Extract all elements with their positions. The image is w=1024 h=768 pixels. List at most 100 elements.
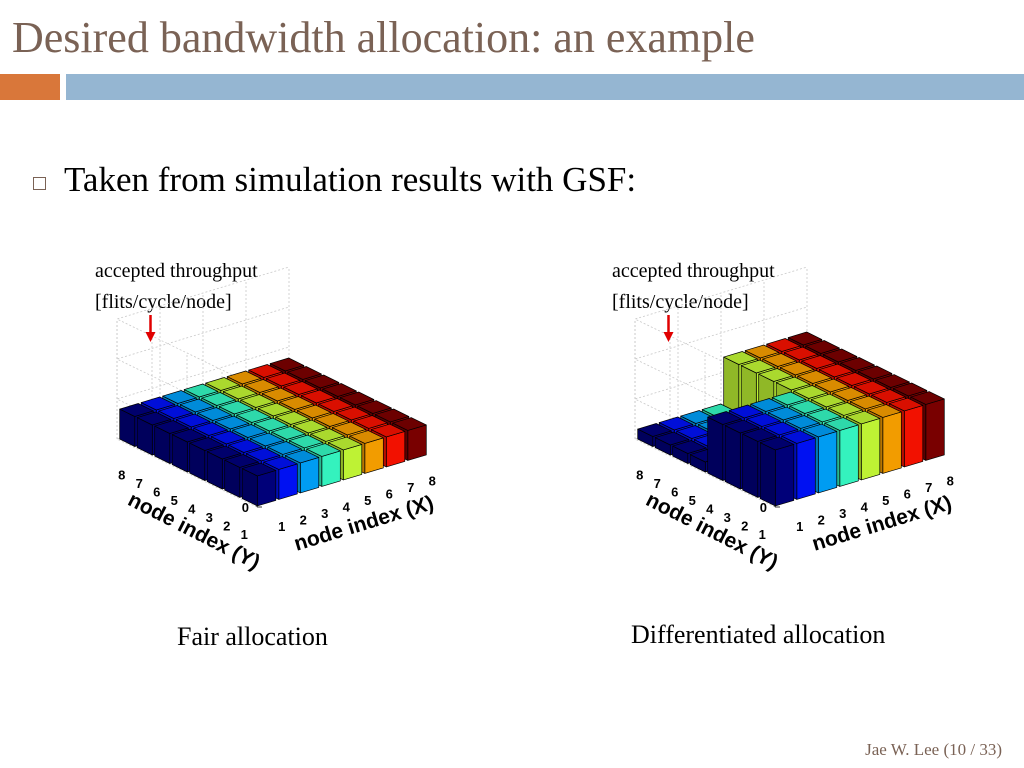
bar-face-top xyxy=(158,405,193,419)
bar-face-top xyxy=(136,411,172,426)
chart-1-caption: Fair allocation xyxy=(177,622,328,651)
bar-face-top xyxy=(783,346,819,361)
bar-face-top xyxy=(637,423,672,437)
bar-face-top xyxy=(288,434,324,449)
y-tick-label: 1 xyxy=(241,527,248,542)
bar-face-top xyxy=(805,340,840,354)
bar-face-top xyxy=(392,417,427,431)
bar-face-side xyxy=(759,442,776,507)
bar-face-top xyxy=(249,432,285,447)
bar-face-top xyxy=(310,428,345,442)
chart-2-zlabel-line2: [flits/cycle/node] xyxy=(612,291,749,313)
bar xyxy=(241,462,277,507)
chart-2-zlabel: accepted throughput [flits/cycle/node] xyxy=(612,256,775,318)
bar-face-top xyxy=(222,385,258,400)
bar-face-top xyxy=(261,387,297,402)
bar-face-top xyxy=(228,439,263,453)
bar-face-top xyxy=(327,436,363,451)
bars xyxy=(637,331,945,507)
bar-face-top xyxy=(287,366,322,380)
bar-face-top xyxy=(306,443,341,457)
bar-face-top xyxy=(269,357,305,372)
z-tick-label: 0 xyxy=(242,500,249,515)
x-tick-label: 8 xyxy=(429,473,436,488)
bar-face-top xyxy=(240,394,275,408)
bullet-text: Taken from simulation results with GSF: xyxy=(64,160,637,199)
x-tick-label: 2 xyxy=(300,512,307,527)
bar-face-top xyxy=(339,391,375,406)
x-tick-label: 5 xyxy=(364,493,371,508)
bar-face-top xyxy=(849,395,885,410)
bar-face-top xyxy=(154,420,189,434)
bar-face-side xyxy=(707,416,724,481)
bar-face-top xyxy=(771,391,807,406)
bar-face-top xyxy=(892,382,928,397)
bar-face-top xyxy=(275,411,310,425)
bar-face-top xyxy=(810,393,846,408)
x-tick-label: 1 xyxy=(796,519,803,534)
bar-face-top xyxy=(197,407,232,421)
bar-face-top xyxy=(728,404,764,419)
bar-face-side xyxy=(742,433,759,498)
bar-face-top xyxy=(871,389,906,403)
bar-face-top xyxy=(723,351,758,365)
red-arrow-icon xyxy=(145,315,156,342)
x-tick-label: 6 xyxy=(904,486,911,501)
bar-face-top xyxy=(335,406,371,421)
bar-face-top xyxy=(818,363,854,378)
y-tick-label: 6 xyxy=(671,484,678,499)
y-tick-label: 2 xyxy=(223,518,230,533)
y-tick-label: 2 xyxy=(741,518,748,533)
bar-face-top xyxy=(263,456,298,470)
red-arrow-icon xyxy=(663,315,674,342)
bar-face-top xyxy=(740,359,776,374)
bar-face-top xyxy=(707,411,742,425)
bars xyxy=(119,357,427,507)
bar-face-top xyxy=(236,409,271,423)
bar-face-top xyxy=(193,422,228,436)
chart-2-zlabel-line1: accepted throughput xyxy=(612,260,775,282)
bar-face-top xyxy=(910,391,945,405)
bar-face-top xyxy=(357,400,392,414)
bar-face-top xyxy=(802,423,838,438)
bar-face-top xyxy=(806,408,842,423)
chart-1-zlabel-line2: [flits/cycle/node] xyxy=(95,291,232,313)
bar-face-top xyxy=(314,413,349,427)
bar-face-top xyxy=(654,431,690,446)
y-tick-label: 7 xyxy=(136,476,143,491)
bar-face-top xyxy=(265,372,301,387)
bar-face-top xyxy=(801,355,836,369)
bar-face-top xyxy=(279,396,314,410)
bar-face-top xyxy=(119,403,154,417)
y-tick-label: 1 xyxy=(759,527,766,542)
x-tick-label: 4 xyxy=(343,499,351,514)
bar xyxy=(759,436,795,507)
bar-face-top xyxy=(245,447,281,462)
y-tick-label: 8 xyxy=(118,467,125,482)
bar-face-top xyxy=(787,331,823,346)
bar-face-side xyxy=(724,425,741,490)
y-tick-label: 5 xyxy=(171,493,178,508)
bar-face-top xyxy=(353,415,388,429)
bar-face-top xyxy=(759,436,795,451)
bar-face-top xyxy=(171,428,207,443)
bar-face-top xyxy=(374,408,410,423)
bar-face-top xyxy=(779,361,815,376)
bar-face-top xyxy=(206,445,242,460)
bar-face-top xyxy=(241,462,277,477)
bar-face-front xyxy=(903,405,924,468)
z-tick-label: 0 xyxy=(760,500,767,515)
bar-face-top xyxy=(767,406,803,421)
y-tick-label: 4 xyxy=(188,501,196,516)
bar-face-top xyxy=(766,338,801,352)
bar-face-top xyxy=(763,421,799,436)
bar-face-top xyxy=(370,423,406,438)
x-tick-label: 1 xyxy=(278,519,285,534)
bar-face-top xyxy=(183,383,219,398)
bar-face-top xyxy=(218,400,254,415)
x-tick-label: 4 xyxy=(861,499,869,514)
bar-face-top xyxy=(724,419,760,434)
bar-face-top xyxy=(201,392,236,406)
bar-face-top xyxy=(232,424,267,438)
